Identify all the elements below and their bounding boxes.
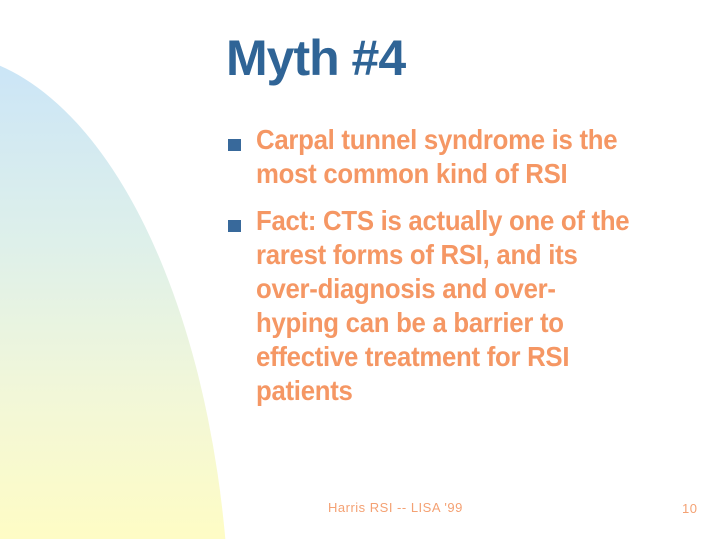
footer-text: Harris RSI -- LISA '99 bbox=[328, 500, 463, 515]
bullet-text: Fact: CTS is actually one of the rarest … bbox=[256, 205, 630, 406]
bullet-square-icon bbox=[228, 139, 241, 151]
bullet-text: Carpal tunnel syndrome is the most commo… bbox=[256, 124, 618, 189]
bullet-item: Fact: CTS is actually one of the rarest … bbox=[228, 204, 713, 408]
bullet-square-icon bbox=[228, 220, 241, 232]
bullet-item: Carpal tunnel syndrome is the most commo… bbox=[228, 123, 713, 191]
bullet-list: Carpal tunnel syndrome is the most commo… bbox=[228, 123, 713, 421]
slide-title: Myth #4 bbox=[226, 30, 406, 86]
page-number: 10 bbox=[682, 501, 698, 516]
